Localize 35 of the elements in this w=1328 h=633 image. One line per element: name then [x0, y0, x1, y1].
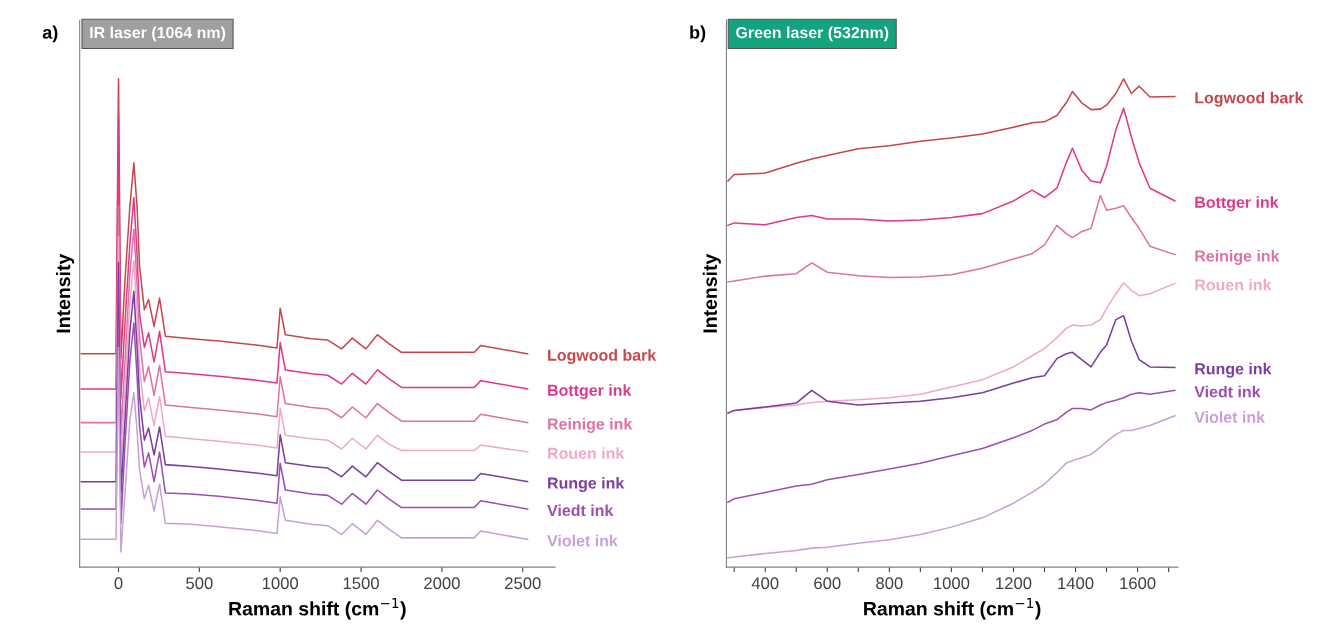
series-label: Rouen ink — [1195, 278, 1272, 291]
x-tick-label: 2500 — [505, 577, 541, 590]
series-label: Viedt ink — [1194, 385, 1261, 398]
series-label: Bottger ink — [1195, 196, 1279, 212]
series-label: Violet ink — [547, 534, 618, 547]
x-tick-label: 1600 — [1120, 577, 1156, 590]
y-axis-title: Intensity — [702, 253, 721, 333]
x-tick-label: 1200 — [996, 577, 1032, 590]
series-label: Runge ink — [1195, 362, 1272, 378]
x-tick-label: 1000 — [934, 577, 970, 590]
chart-title: Green laser (532nm) — [736, 26, 889, 42]
text: b) — [690, 25, 706, 43]
x-tick-label: 500 — [186, 577, 213, 590]
series-label: Logwood bark — [1195, 91, 1304, 107]
series-label: Violet ink — [1194, 411, 1266, 423]
series-label: Logwood bark — [548, 349, 657, 365]
x-tick-label: 800 — [876, 577, 903, 590]
series-label: Runge ink — [548, 477, 625, 492]
y-axis-title: Intensity — [56, 253, 75, 333]
x-tick-label: 1000 — [262, 577, 299, 590]
x-axis-title: Raman shift (cm$^{−1}$) — [229, 597, 406, 620]
x-tick-label: 2000 — [424, 577, 460, 590]
series-label: Reinige ink — [1195, 249, 1280, 265]
x-tick-label: 1500 — [343, 577, 379, 590]
series-label: Bottger ink — [548, 384, 632, 400]
x-tick-label: 1400 — [1058, 577, 1094, 590]
text: a) — [42, 25, 58, 43]
series-label: Viedt ink — [547, 504, 614, 517]
x-tick-label: 0 — [114, 577, 123, 590]
x-axis-title: Raman shift (cm$^{−1}$) — [864, 597, 1041, 620]
series-label: Reinige ink — [548, 417, 633, 433]
x-tick-label: 400 — [751, 577, 779, 590]
chart-title: IR laser (1064 nm) — [90, 26, 226, 42]
series-label: Rouen ink — [548, 447, 625, 459]
x-tick-label: 600 — [814, 577, 841, 590]
